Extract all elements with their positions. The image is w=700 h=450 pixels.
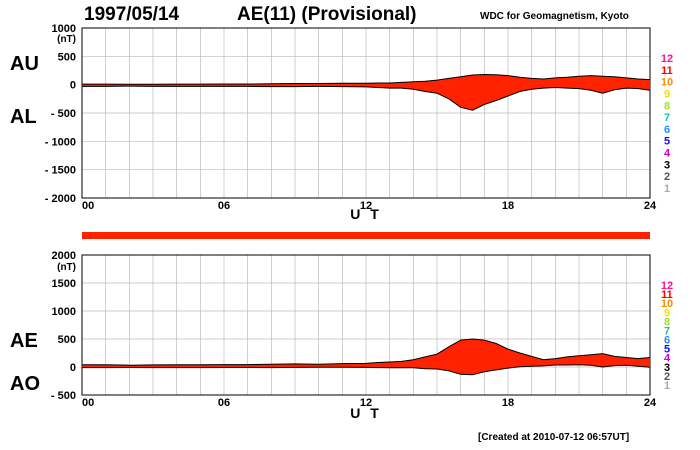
bottom-ytick-label: 500 — [58, 334, 76, 346]
bottom-xtick-label: 18 — [502, 397, 514, 409]
top-station-legend-item: 11 — [661, 65, 673, 77]
bottom-plot-frame — [81, 254, 651, 396]
bottom-ytick-label: 1500 — [52, 278, 76, 290]
top-station-legend-item: 1 — [664, 183, 670, 195]
top-area-fill — [82, 74, 650, 111]
bottom-station-legend-item: 6 — [664, 335, 670, 347]
bottom-station-legend-item: 3 — [664, 362, 670, 374]
top-ytick-label: - 500 — [51, 108, 76, 120]
bottom-series-line-ao — [82, 364, 651, 376]
top-xtick-label: 00 — [82, 200, 94, 212]
bottom-station-legend-item: 10 — [661, 298, 673, 310]
bottom-station-legend-item: 9 — [664, 307, 670, 319]
top-station-legend-item: 12 — [661, 53, 673, 65]
top-station-legend-item: 9 — [664, 88, 670, 100]
bottom-station-legend-item: 8 — [664, 316, 670, 328]
top-station-legend-item: 8 — [664, 100, 670, 112]
top-unit-label: (nT) — [57, 34, 76, 45]
bottom-station-legend-item: 1 — [664, 380, 670, 392]
top-ytick-label: 500 — [58, 51, 76, 63]
bottom-ytick-label: 2000 — [52, 250, 76, 262]
top-plot-frame — [81, 27, 651, 199]
top-station-legend-item: 7 — [664, 112, 670, 124]
top-station-legend-item: 3 — [664, 159, 670, 171]
bottom-station-legend-item: 12 — [661, 280, 673, 292]
created-timestamp: [Created at 2010-07-12 06:57UT] — [478, 432, 630, 443]
top-series-line-au — [82, 73, 651, 85]
top-ytick-label: 0 — [70, 80, 76, 92]
top-ytick-label: 1000 — [52, 23, 76, 35]
bottom-ytick-label: - 500 — [51, 390, 76, 402]
bottom-series-label-ao: AO — [10, 373, 40, 395]
top-ytick-label: - 1500 — [45, 165, 76, 177]
bottom-unit-label: (nT) — [57, 262, 76, 273]
bottom-xtick-label: 12 — [360, 397, 372, 409]
bottom-station-legend-item: 5 — [664, 344, 670, 356]
bottom-xtick-label: 00 — [82, 397, 94, 409]
top-station-legend-item: 5 — [664, 136, 670, 148]
top-ytick-label: - 2000 — [45, 193, 76, 205]
top-xtick-label: 18 — [502, 200, 514, 212]
bottom-station-legend-item: 2 — [664, 371, 670, 383]
bottom-ytick-label: 1000 — [52, 306, 76, 318]
top-xaxis-label: U T — [350, 206, 382, 222]
top-xtick-label: 06 — [218, 200, 230, 212]
bottom-xaxis-label: U T — [350, 405, 382, 421]
top-ytick-label: - 1000 — [45, 136, 76, 148]
bottom-area-fill — [82, 339, 650, 375]
date-label: 1997/05/14 — [84, 4, 180, 25]
bottom-series-line-ae — [82, 338, 651, 366]
top-series-label-al: AL — [10, 106, 37, 128]
top-station-legend-item: 2 — [664, 171, 670, 183]
top-series-line-al — [82, 85, 651, 111]
bottom-ytick-label: 0 — [70, 362, 76, 374]
top-station-legend-item: 4 — [664, 148, 671, 160]
top-station-legend-item: 10 — [661, 77, 673, 89]
top-station-legend-item: 6 — [664, 124, 670, 136]
top-series-label-au: AU — [10, 53, 39, 75]
bottom-station-legend-item: 4 — [664, 353, 671, 365]
bottom-station-legend-item: 11 — [661, 289, 673, 301]
chart-title: AE(11) (Provisional) — [237, 4, 417, 25]
bottom-xtick-label: 06 — [218, 397, 230, 409]
bottom-series-label-ae: AE — [10, 330, 38, 352]
top-xtick-label: 24 — [644, 200, 657, 212]
top-xtick-label: 12 — [360, 200, 372, 212]
data-coverage-bar — [82, 232, 650, 239]
bottom-station-legend-item: 7 — [664, 325, 670, 337]
bottom-xtick-label: 24 — [644, 397, 657, 409]
credit-label: WDC for Geomagnetism, Kyoto — [480, 11, 629, 22]
